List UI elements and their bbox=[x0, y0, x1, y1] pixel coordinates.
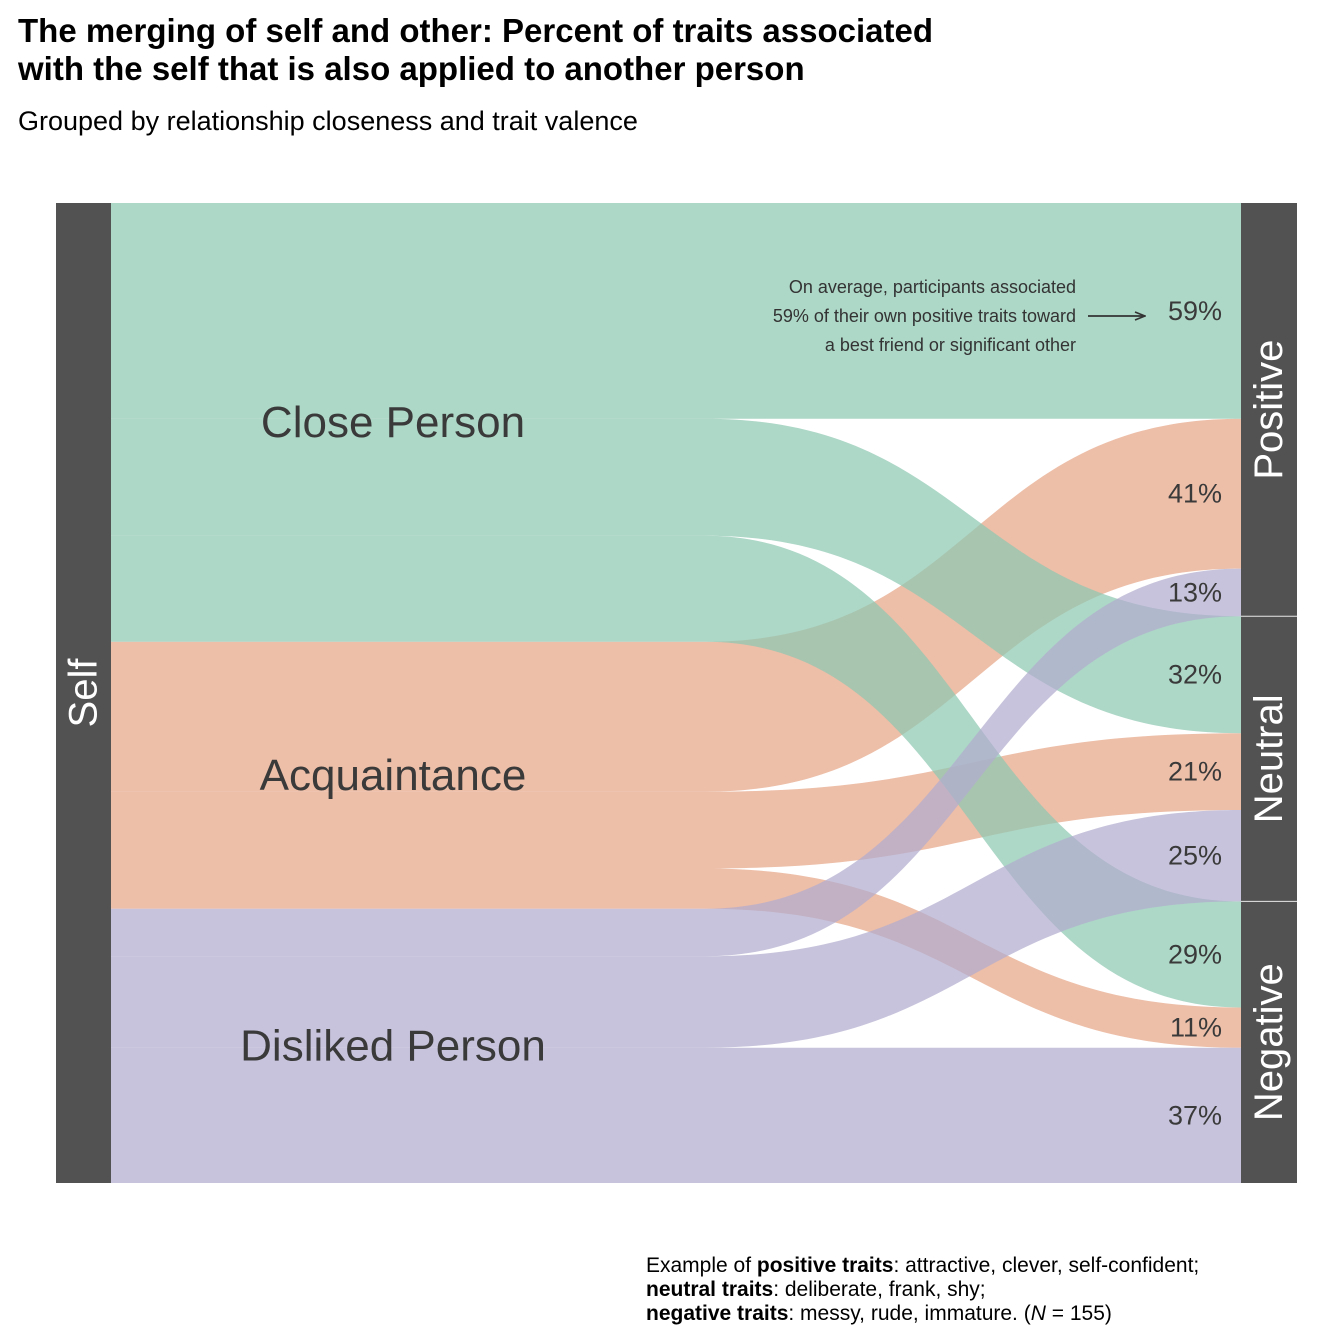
node-label-positive: Positive bbox=[1247, 340, 1291, 480]
node-negative bbox=[1241, 901, 1297, 1183]
node-neutral bbox=[1241, 616, 1297, 902]
annotation-line: On average, participants associated bbox=[789, 277, 1076, 297]
group-label-close: Close Person bbox=[261, 398, 525, 447]
flow-disliked-positive bbox=[111, 568, 1241, 957]
flow-disliked-neutral bbox=[111, 810, 1241, 1048]
node-label-neutral: Neutral bbox=[1247, 694, 1291, 823]
data-label-disliked-negative: 37% bbox=[1168, 1100, 1222, 1130]
annotation-line: a best friend or significant other bbox=[825, 335, 1076, 355]
chart-subtitle: Grouped by relationship closeness and tr… bbox=[18, 106, 638, 136]
flow-acquaintance-negative bbox=[111, 868, 1241, 1048]
caption-line-2: neutral traits: deliberate, frank, shy; bbox=[646, 1278, 986, 1301]
data-label-close-neutral: 32% bbox=[1168, 660, 1222, 690]
labels-layer: Self Positive Neutral Negative Close Person A… bbox=[62, 277, 1292, 1130]
node-positive bbox=[1241, 203, 1297, 617]
node-label-negative: Negative bbox=[1247, 963, 1291, 1121]
annotation: On average, participants associated 59% o… bbox=[773, 277, 1145, 355]
node-label-self: Self bbox=[62, 658, 106, 728]
data-label-acquaintance-negative: 11% bbox=[1170, 1013, 1222, 1043]
caption: Example of positive traits: attractive, … bbox=[646, 1254, 1199, 1326]
data-label-close-positive: 59% bbox=[1168, 296, 1222, 326]
data-label-close-negative: 29% bbox=[1168, 939, 1222, 969]
nodes-layer bbox=[56, 203, 1297, 1183]
data-label-acquaintance-neutral: 21% bbox=[1168, 757, 1222, 787]
flow-close-positive bbox=[111, 203, 1241, 419]
node-self bbox=[56, 203, 111, 1183]
flow-disliked-negative bbox=[111, 1047, 1241, 1183]
data-label-disliked-positive: 13% bbox=[1168, 577, 1222, 607]
data-label-disliked-neutral: 25% bbox=[1168, 841, 1222, 871]
chart-title: The merging of self and other: Percent o… bbox=[18, 12, 934, 87]
caption-line-3: negative traits: messy, rude, immature. … bbox=[646, 1302, 1112, 1325]
flow-acquaintance-positive bbox=[111, 418, 1241, 792]
caption-line-1: Example of positive traits: attractive, … bbox=[646, 1254, 1200, 1277]
group-label-acquaintance: Acquaintance bbox=[260, 751, 527, 800]
flows-layer bbox=[111, 203, 1241, 1183]
flow-close-negative bbox=[111, 535, 1241, 1008]
data-label-acquaintance-positive: 41% bbox=[1168, 479, 1222, 509]
annotation-line: 59% of their own positive traits toward bbox=[773, 306, 1076, 326]
flow-close-neutral bbox=[111, 418, 1241, 734]
group-label-disliked: Disliked Person bbox=[240, 1021, 546, 1070]
